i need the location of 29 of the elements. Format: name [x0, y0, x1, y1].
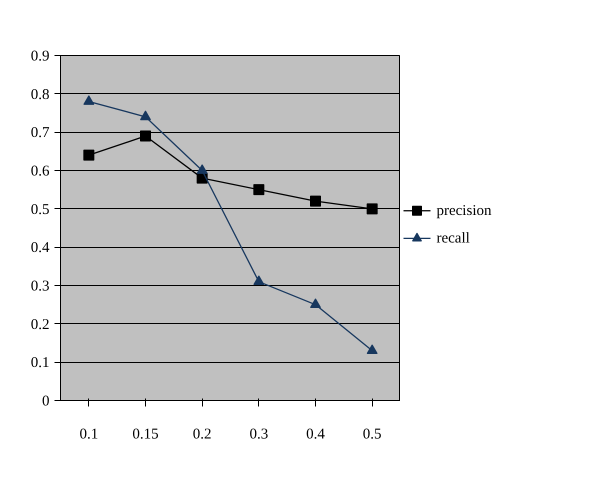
point — [140, 130, 151, 142]
y-tick-label: 0.9 — [30, 48, 50, 64]
y-tick-label: 0.8 — [30, 86, 50, 103]
point — [310, 196, 321, 207]
x-tick-label: 0.3 — [249, 426, 268, 442]
x-tick-label: 0.5 — [362, 426, 382, 442]
y-tick-label: 0.3 — [30, 278, 50, 294]
point — [196, 164, 208, 174]
point — [83, 150, 94, 161]
point — [310, 298, 321, 308]
point — [140, 110, 151, 120]
x-tick-label: 0.15 — [132, 426, 159, 442]
x-tick-label: 0.4 — [306, 426, 326, 442]
y-tick-label: 0.4 — [30, 240, 50, 256]
point — [253, 275, 264, 286]
point — [366, 203, 378, 214]
point — [366, 344, 378, 354]
x-tick-label: 0.2 — [192, 426, 212, 442]
legend-label: recall — [436, 230, 470, 246]
y-tick-label: 0.6 — [30, 164, 50, 180]
legend-label: precision — [436, 202, 492, 219]
y-tick-label: 0 — [42, 394, 50, 410]
y-tick-label: 0.2 — [30, 316, 50, 333]
point — [253, 184, 264, 196]
point — [83, 95, 94, 105]
y-tick-label: 0.1 — [30, 355, 50, 372]
y-tick-label: 0.7 — [30, 125, 50, 142]
x-tick-label: 0.1 — [79, 426, 98, 442]
y-tick-label: 0.5 — [30, 202, 50, 218]
